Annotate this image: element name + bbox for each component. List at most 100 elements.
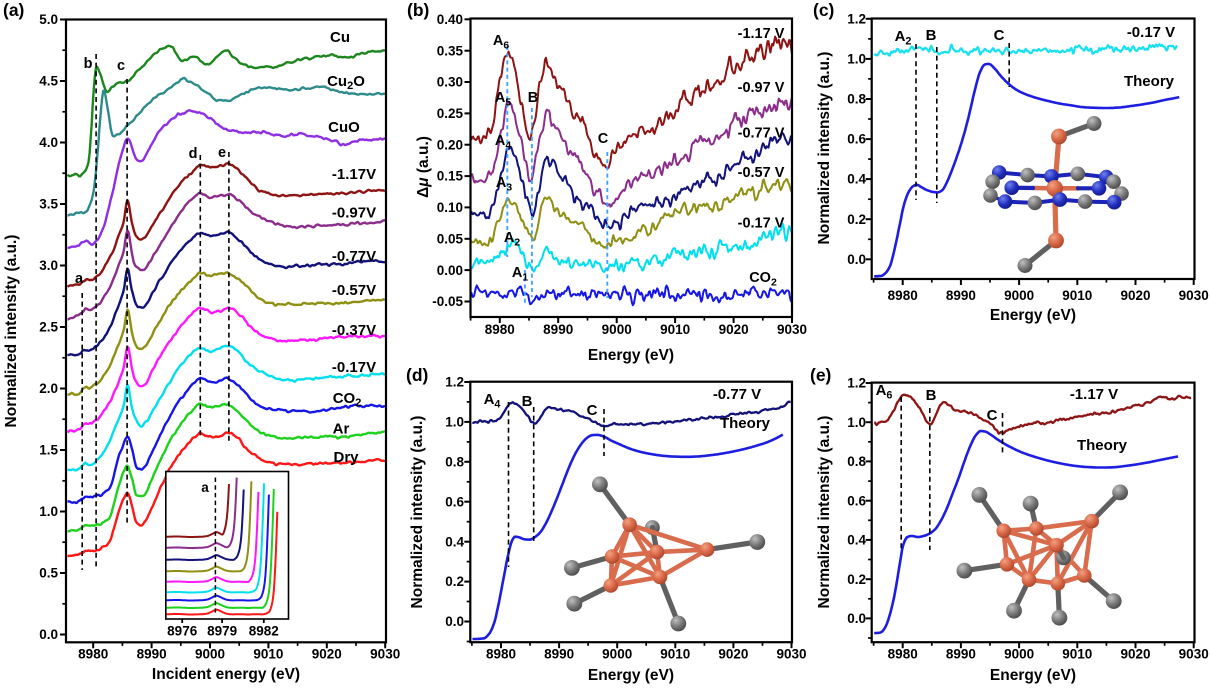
svg-text:0.2: 0.2 xyxy=(445,574,464,589)
svg-text:4.0: 4.0 xyxy=(39,135,58,150)
svg-text:-0.17V: -0.17V xyxy=(332,359,376,376)
svg-text:9020: 9020 xyxy=(1120,288,1150,303)
svg-text:Incident energy (eV): Incident energy (eV) xyxy=(152,666,300,683)
svg-text:8980: 8980 xyxy=(485,322,515,337)
svg-text:9000: 9000 xyxy=(1004,647,1034,662)
svg-text:8976: 8976 xyxy=(167,624,198,639)
svg-text:9010: 9010 xyxy=(660,322,690,337)
svg-text:-0.37V: -0.37V xyxy=(332,322,376,339)
svg-text:5.0: 5.0 xyxy=(39,12,58,27)
svg-text:B: B xyxy=(926,27,937,44)
svg-text:CuO: CuO xyxy=(328,119,360,136)
svg-text:8990: 8990 xyxy=(946,647,976,662)
svg-text:B: B xyxy=(926,387,937,404)
svg-text:Energy (eV): Energy (eV) xyxy=(990,307,1076,324)
svg-text:1.2: 1.2 xyxy=(847,376,866,391)
svg-text:0.4: 0.4 xyxy=(445,534,464,549)
svg-text:d: d xyxy=(189,146,198,162)
svg-text:-0.77V: -0.77V xyxy=(332,248,376,265)
svg-text:0.0: 0.0 xyxy=(39,627,58,642)
svg-text:8979: 8979 xyxy=(207,624,237,639)
svg-text:0.6: 0.6 xyxy=(847,493,866,508)
svg-text:0.10: 0.10 xyxy=(437,200,463,215)
svg-text:b: b xyxy=(84,56,93,72)
svg-text:9030: 9030 xyxy=(1179,288,1209,303)
svg-text:8980: 8980 xyxy=(78,647,108,662)
svg-text:3.0: 3.0 xyxy=(39,258,58,273)
svg-text:0.2: 0.2 xyxy=(847,572,866,587)
svg-text:1.5: 1.5 xyxy=(39,443,58,458)
svg-text:Energy (eV): Energy (eV) xyxy=(588,347,674,364)
svg-text:-0.57V: -0.57V xyxy=(332,282,376,299)
svg-text:Theory: Theory xyxy=(1124,73,1175,90)
svg-text:c: c xyxy=(117,58,125,74)
svg-text:0.05: 0.05 xyxy=(437,231,464,246)
svg-text:0.8: 0.8 xyxy=(847,454,866,469)
svg-text:9000: 9000 xyxy=(1004,288,1034,303)
svg-text:-0.17 V: -0.17 V xyxy=(1127,24,1175,41)
svg-text:Theory: Theory xyxy=(720,415,771,432)
svg-text:0.6: 0.6 xyxy=(445,494,464,509)
svg-text:-1.17 V: -1.17 V xyxy=(738,26,785,42)
svg-text:Cu2O: Cu2O xyxy=(327,73,365,92)
svg-text:9030: 9030 xyxy=(777,322,807,337)
svg-text:Energy (eV): Energy (eV) xyxy=(990,667,1076,684)
svg-text:CO2: CO2 xyxy=(749,270,777,289)
svg-text:9030: 9030 xyxy=(1179,647,1209,662)
svg-text:0.5: 0.5 xyxy=(39,566,58,581)
svg-text:0.35: 0.35 xyxy=(437,43,464,58)
svg-text:4.5: 4.5 xyxy=(39,74,58,89)
svg-text:9000: 9000 xyxy=(602,647,632,662)
svg-text:9030: 9030 xyxy=(776,647,806,662)
svg-text:9020: 9020 xyxy=(312,647,342,662)
svg-text:C: C xyxy=(598,131,609,147)
svg-text:8980: 8980 xyxy=(888,647,918,662)
svg-text:1.2: 1.2 xyxy=(847,11,866,26)
svg-text:9000: 9000 xyxy=(602,322,632,337)
svg-text:(d): (d) xyxy=(406,365,428,385)
svg-text:9000: 9000 xyxy=(195,647,225,662)
svg-text:(b): (b) xyxy=(407,0,429,20)
svg-text:C: C xyxy=(994,27,1005,44)
svg-text:9010: 9010 xyxy=(253,647,283,662)
svg-text:0.8: 0.8 xyxy=(445,454,464,469)
svg-text:-1.17 V: -1.17 V xyxy=(1070,386,1118,403)
svg-text:C: C xyxy=(587,402,598,419)
svg-text:9010: 9010 xyxy=(1062,288,1092,303)
svg-text:-1.17V: -1.17V xyxy=(332,166,376,183)
svg-text:e: e xyxy=(218,145,226,161)
svg-text:Theory: Theory xyxy=(1077,437,1128,454)
svg-text:a: a xyxy=(75,271,84,287)
svg-text:(a): (a) xyxy=(3,0,24,20)
svg-text:9020: 9020 xyxy=(1120,647,1150,662)
svg-text:0.0: 0.0 xyxy=(847,611,866,626)
svg-text:B: B xyxy=(528,90,538,106)
svg-text:0.0: 0.0 xyxy=(847,252,866,267)
svg-text:a: a xyxy=(201,480,209,495)
svg-text:9020: 9020 xyxy=(718,647,748,662)
svg-text:9010: 9010 xyxy=(1062,647,1092,662)
svg-text:-0.57 V: -0.57 V xyxy=(738,165,785,181)
svg-text:2.5: 2.5 xyxy=(39,320,58,335)
svg-text:0.4: 0.4 xyxy=(847,172,866,187)
svg-text:0.6: 0.6 xyxy=(847,132,866,147)
svg-text:0.30: 0.30 xyxy=(437,75,463,90)
svg-text:0.20: 0.20 xyxy=(437,137,463,152)
svg-text:1.0: 1.0 xyxy=(445,415,464,430)
svg-text:8990: 8990 xyxy=(137,647,167,662)
svg-text:0.2: 0.2 xyxy=(847,212,866,227)
svg-text:Energy (eV): Energy (eV) xyxy=(588,667,674,684)
svg-text:Normalized intensity (a.u.): Normalized intensity (a.u.) xyxy=(3,235,20,428)
svg-text:0.15: 0.15 xyxy=(437,169,464,184)
svg-text:1.0: 1.0 xyxy=(39,504,58,519)
svg-text:1.0: 1.0 xyxy=(847,52,866,67)
svg-text:-0.05: -0.05 xyxy=(432,294,463,309)
svg-text:1.2: 1.2 xyxy=(445,375,464,390)
svg-text:8980: 8980 xyxy=(888,288,918,303)
svg-text:2.0: 2.0 xyxy=(39,381,58,396)
svg-text:0.00: 0.00 xyxy=(437,263,463,278)
svg-text:-0.77 V: -0.77 V xyxy=(713,386,761,403)
svg-text:B: B xyxy=(522,393,533,410)
svg-text:9010: 9010 xyxy=(660,647,690,662)
svg-text:Cu: Cu xyxy=(330,29,350,46)
